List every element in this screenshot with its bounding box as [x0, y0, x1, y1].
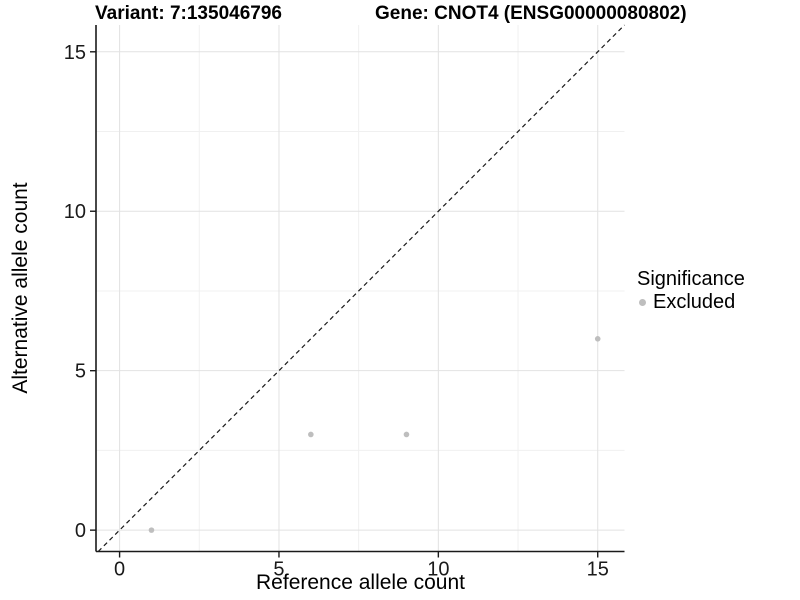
legend-title: Significance: [637, 268, 745, 290]
y-tick-label: 15: [64, 42, 86, 64]
x-tick-label: 10: [427, 559, 449, 581]
x-axis-title: Reference allele count: [256, 571, 465, 594]
x-tick-label: 15: [587, 559, 609, 581]
y-tick-label: 5: [75, 361, 86, 383]
legend: Significance Excluded: [637, 268, 745, 313]
x-tick-label: 0: [114, 559, 125, 581]
plot-title-variant: Variant: 7:135046796: [95, 3, 282, 24]
legend-point-icon: [639, 298, 646, 306]
y-tick-label: 10: [64, 201, 86, 223]
legend-item-label: Excluded: [653, 291, 736, 313]
legend-item-excluded: Excluded: [637, 291, 745, 313]
data-point: [308, 431, 314, 438]
data-point: [148, 527, 155, 533]
plot-title-gene: Gene: CNOT4 (ENSG00000080802): [375, 3, 687, 24]
x-tick-label: 5: [273, 559, 284, 581]
identity-dashed-line: [97, 24, 625, 552]
data-point: [403, 431, 410, 438]
data-point: [594, 335, 601, 342]
y-tick-label: 0: [75, 520, 86, 542]
y-axis-title: Alternative allele count: [9, 182, 32, 394]
